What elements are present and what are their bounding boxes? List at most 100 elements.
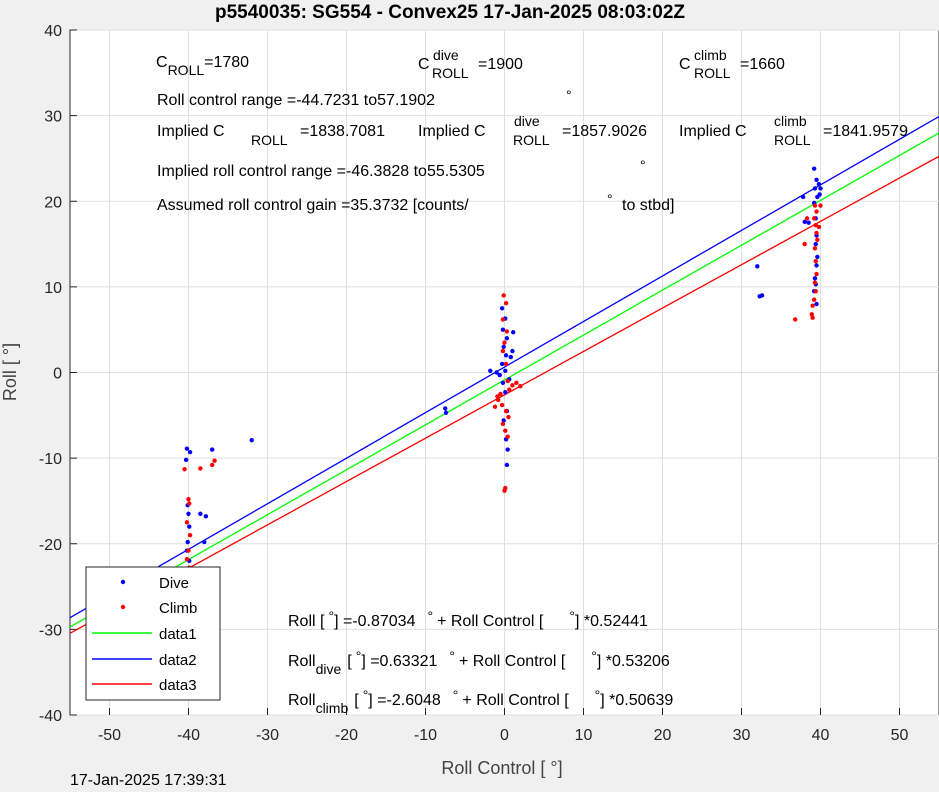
y-tick-label: -30	[39, 622, 62, 639]
point-dive	[814, 263, 819, 268]
y-tick-label: -20	[39, 537, 62, 554]
eq-roll-dive: Rolldive[°] =0.63321 ° + Roll Control [°] …	[288, 648, 670, 677]
point-climb	[492, 404, 498, 409]
point-dive	[755, 264, 760, 269]
point-dive	[510, 348, 515, 354]
deg-symbol: °	[566, 87, 572, 103]
point-climb	[501, 293, 506, 298]
point-dive	[800, 194, 806, 200]
point-dive	[501, 418, 506, 423]
point-climb	[518, 384, 523, 389]
fit-lines	[69, 115, 939, 634]
point-dive	[443, 406, 448, 411]
x-tick-label: 10	[575, 727, 593, 744]
point-dive	[504, 462, 510, 468]
legend-climb: Climb	[159, 600, 197, 617]
point-climb	[804, 216, 810, 221]
point-dive	[812, 186, 818, 191]
point-dive	[501, 344, 506, 350]
fit-line-data3	[69, 155, 939, 634]
point-climb	[184, 556, 190, 562]
point-climb	[500, 317, 506, 322]
point-climb	[500, 421, 506, 427]
assumed-gain: Assumed roll control gain =35.3732 [coun…	[157, 197, 469, 214]
point-dive	[186, 511, 191, 516]
point-dive	[802, 219, 807, 224]
point-dive	[443, 410, 449, 415]
c-dive-label: C	[418, 56, 430, 73]
legend-data3: data3	[159, 677, 197, 694]
point-climb	[810, 315, 815, 320]
fit-line-data2	[69, 115, 939, 619]
point-climb	[182, 467, 187, 472]
annotations: CROLL=1780 C dive ROLL =1900 C climb ROL…	[156, 47, 908, 716]
implied-roll-control-range: Implied roll control range =-46.3828 to5…	[157, 163, 485, 180]
point-dive	[812, 276, 818, 281]
point-dive	[500, 327, 506, 332]
point-dive	[185, 539, 190, 545]
c-climb-sub: ROLL	[694, 65, 731, 81]
point-dive	[505, 447, 510, 452]
point-climb	[502, 488, 507, 493]
point-dive	[759, 293, 765, 298]
point-climb	[510, 383, 515, 388]
point-climb	[502, 340, 507, 345]
x-tick-label: -40	[177, 727, 200, 744]
point-dive	[203, 514, 209, 519]
point-dive	[818, 186, 823, 191]
point-dive	[499, 306, 505, 311]
y-tick-label: 10	[44, 280, 62, 297]
point-dive	[806, 220, 811, 225]
point-dive	[815, 254, 820, 260]
point-climb	[812, 280, 818, 285]
x-tick-label: -30	[256, 727, 279, 744]
legend-dive-marker	[120, 579, 126, 585]
point-climb	[187, 532, 193, 538]
chart-title: p5540035: SG554 - Convex25 17-Jan-2025 0…	[215, 2, 685, 23]
assumed-gain-end: to stbd]	[622, 197, 674, 214]
legend: Dive Climb data1 data2 data3	[85, 566, 221, 701]
implied-c-dive-sub: ROLL	[513, 132, 550, 148]
point-climb	[212, 458, 217, 463]
x-tick-label: -20	[335, 727, 358, 744]
point-climb	[503, 361, 509, 367]
point-climb	[812, 203, 818, 208]
point-climb	[503, 408, 509, 414]
point-dive	[813, 241, 818, 247]
legend-climb-marker	[120, 604, 126, 610]
point-climb	[184, 520, 190, 525]
point-climb	[813, 258, 818, 264]
point-climb	[802, 241, 807, 247]
point-climb	[815, 237, 820, 242]
y-tick-label: 40	[44, 23, 62, 40]
deg-symbol-2: °	[640, 157, 646, 173]
point-climb	[503, 300, 509, 306]
point-climb	[811, 297, 817, 302]
implied-c-climb-label: Implied C	[679, 123, 747, 140]
point-dive	[816, 181, 822, 187]
point-dive	[184, 446, 190, 451]
point-climb	[186, 548, 191, 553]
point-climb	[495, 397, 501, 403]
point-climb	[187, 501, 192, 506]
point-dive	[249, 437, 254, 443]
eq-roll: Roll [°] =-0.87034 ° + Roll Control [°] *0…	[288, 608, 648, 630]
point-dive	[508, 354, 514, 360]
x-tick-label: 20	[654, 727, 672, 744]
point-climb	[505, 378, 510, 384]
implied-c-roll-sub: ROLL	[251, 132, 288, 148]
point-dive	[814, 301, 819, 307]
point-dive	[503, 368, 508, 373]
x-tick-labels: -50 -40 -30 -20 -10 0 10 20 30 40 50	[98, 708, 909, 744]
point-climb	[816, 224, 822, 230]
c-dive-sub: ROLL	[432, 65, 469, 81]
point-dive	[494, 370, 499, 375]
point-dive	[499, 361, 505, 367]
implied-c-dive-value: =1857.9026	[562, 123, 647, 140]
roll-control-range: Roll control range =-44.7231 to57.1902	[157, 92, 435, 109]
point-climb	[186, 497, 191, 502]
point-dive	[488, 368, 493, 373]
point-climb	[514, 380, 519, 385]
point-dive	[504, 336, 510, 341]
